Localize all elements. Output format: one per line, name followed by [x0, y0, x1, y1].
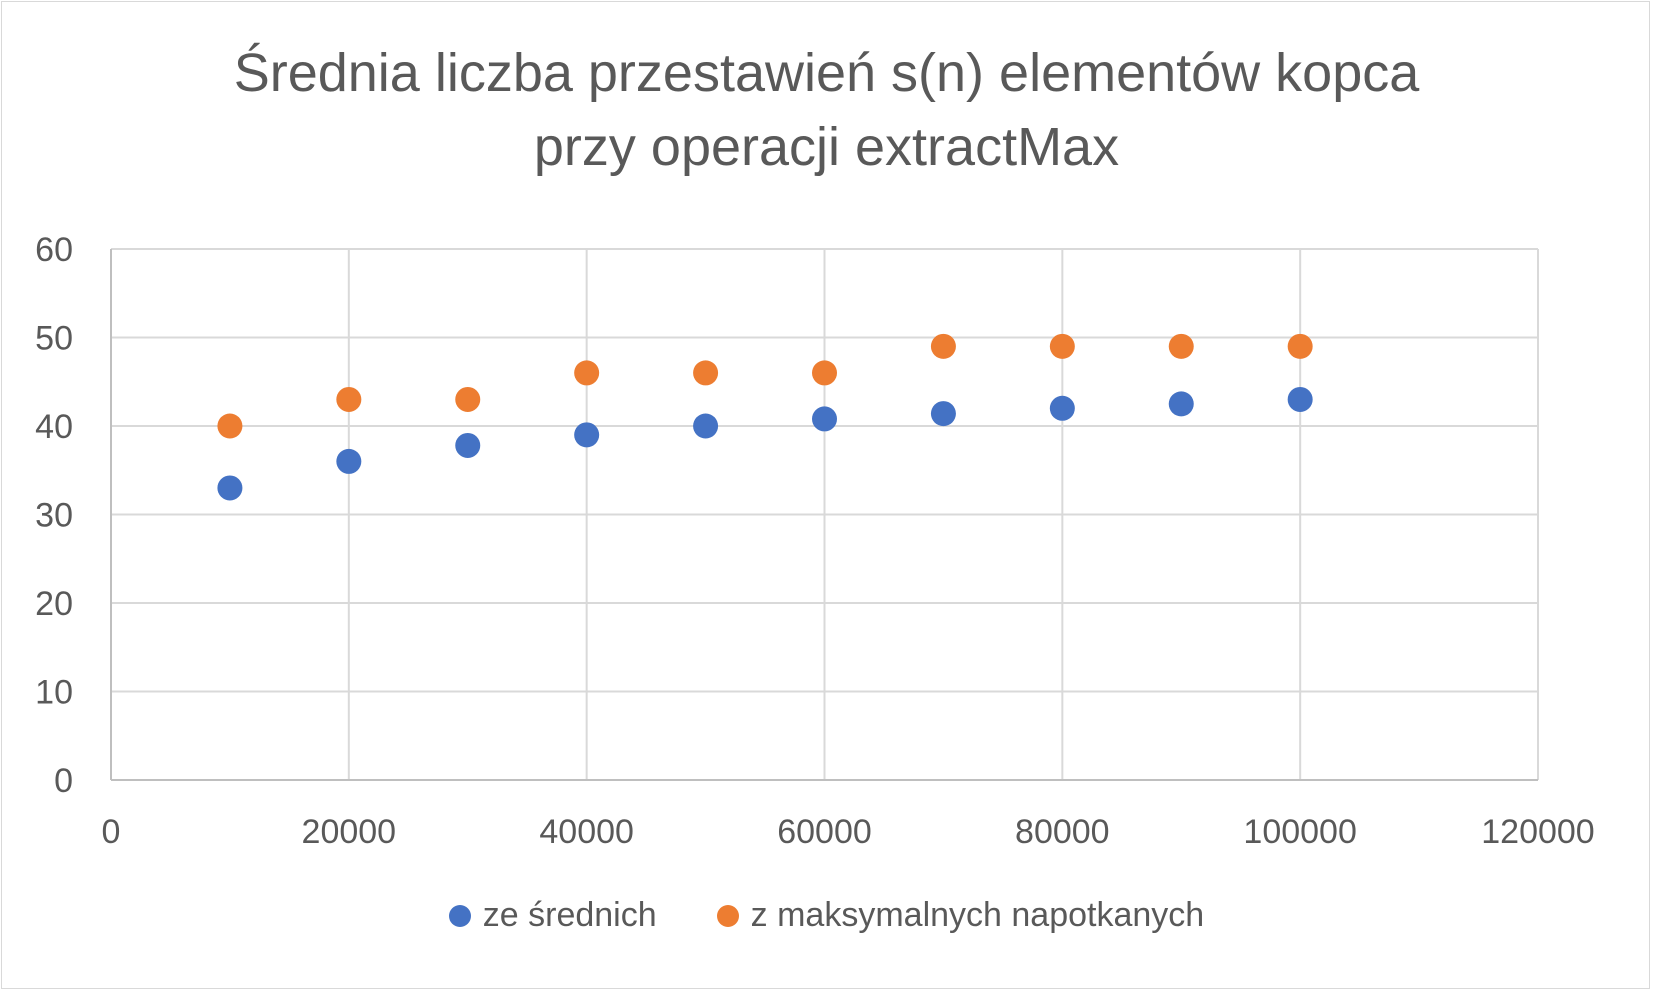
data-points: [217, 333, 1313, 501]
y-tick-label: 60: [35, 231, 73, 269]
data-point-series-2: [693, 360, 719, 386]
legend-item-series-2[interactable]: z maksymalnych napotkanych: [716, 896, 1205, 935]
data-point-series-1: [812, 406, 837, 432]
x-tick-label: 40000: [539, 813, 634, 851]
data-point-series-2: [217, 413, 243, 439]
legend: ze średnich z maksymalnych napotkanych: [0, 896, 1653, 935]
x-tick-label: 20000: [302, 813, 397, 851]
tick-labels: 0 10 20 30 40 50 60 0 20000 40000 60000 80000 100000…: [35, 231, 1595, 851]
data-point-series-1: [1049, 395, 1075, 421]
data-point-series-2: [455, 386, 481, 412]
y-tick-label: 30: [35, 497, 73, 535]
data-point-series-1: [930, 401, 956, 427]
legend-label-series-1: ze średnich: [482, 896, 657, 934]
y-tick-label: 0: [54, 762, 73, 800]
data-point-series-2: [336, 386, 362, 412]
data-point-series-2: [574, 360, 600, 386]
data-point-series-2: [930, 333, 956, 359]
axes: [110, 249, 1538, 781]
legend-item-series-1[interactable]: ze średnich: [448, 896, 657, 935]
legend-marker-series-1: [448, 904, 471, 927]
y-tick-label: 10: [35, 674, 73, 712]
legend-marker-series-2: [716, 904, 739, 927]
chart-title: Średnia liczba przestawień s(n) elementó…: [0, 36, 1653, 184]
data-point-series-1: [574, 422, 600, 448]
legend-label-series-2: z maksymalnych napotkanych: [750, 896, 1205, 934]
data-point-series-1: [1287, 386, 1313, 412]
x-tick-label: 60000: [777, 813, 872, 851]
data-point-series-1: [1168, 391, 1194, 417]
x-tick-label: 120000: [1481, 813, 1594, 851]
data-point-series-2: [1287, 333, 1313, 359]
data-point-series-1: [217, 475, 243, 501]
y-tick-label: 20: [35, 585, 73, 623]
x-tick-label: 0: [102, 813, 121, 851]
data-point-series-1: [455, 432, 481, 458]
chart-title-line2: przy operacji extractMax: [533, 117, 1120, 177]
data-point-series-2: [1168, 333, 1194, 359]
x-tick-label: 80000: [1015, 813, 1110, 851]
data-point-series-1: [336, 448, 362, 474]
y-tick-label: 40: [35, 408, 73, 446]
grid-lines: [111, 248, 1539, 780]
data-point-series-2: [812, 360, 837, 386]
chart-title-line1: Średnia liczba przestawień s(n) elementó…: [233, 43, 1420, 103]
data-point-series-2: [1049, 333, 1075, 359]
y-tick-label: 50: [35, 320, 73, 358]
data-point-series-1: [693, 413, 719, 439]
x-tick-label: 100000: [1243, 813, 1356, 851]
